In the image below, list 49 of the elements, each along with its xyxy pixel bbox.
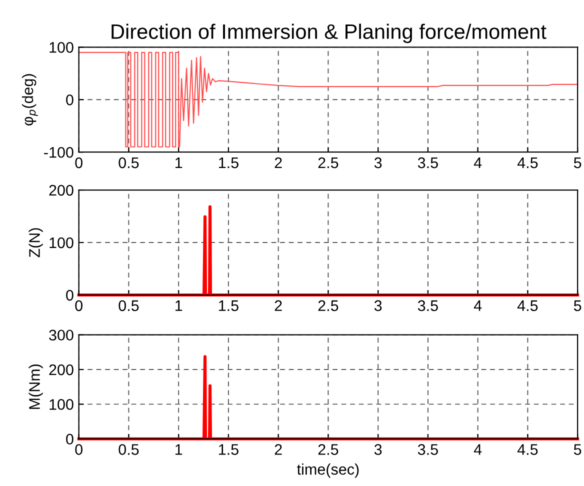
x-tick-label: 0 bbox=[75, 157, 82, 168]
x-tick-label: 3.5 bbox=[418, 444, 438, 455]
x-tick-label: 3.5 bbox=[418, 300, 438, 312]
line-series bbox=[78, 52, 578, 148]
x-tick-label: 4 bbox=[474, 300, 482, 311]
y-tick-label: 300 bbox=[49, 330, 74, 341]
x-tick-label: 0.5 bbox=[118, 157, 139, 168]
x-tick-label: 2.5 bbox=[318, 157, 338, 168]
y-tick-label: 200 bbox=[49, 364, 74, 376]
x-tick-label: 1 bbox=[176, 158, 182, 168]
x-tick-label: 5 bbox=[574, 300, 582, 312]
x-tick-label: 1 bbox=[176, 444, 182, 455]
x-tick-label: 3 bbox=[374, 157, 382, 168]
x-tick-label: 0.5 bbox=[118, 444, 139, 455]
x-tick-label: 2 bbox=[274, 157, 282, 168]
x-tick-label: 5 bbox=[574, 444, 582, 455]
x-tick-label: 0 bbox=[75, 300, 82, 312]
y-tick-label: 0 bbox=[66, 434, 74, 445]
chart-title: Direction of Immersion & Planing force/moment bbox=[112, 24, 546, 44]
x-tick-label: 5 bbox=[574, 158, 582, 168]
y-axis-title: φ$_{p}$(deg) bbox=[22, 74, 38, 126]
x-tick-label: 0 bbox=[75, 444, 82, 455]
y-tick-label: 0 bbox=[66, 290, 74, 301]
x-tick-label: 4.5 bbox=[517, 158, 538, 168]
x-tick-label: 1.5 bbox=[219, 158, 238, 168]
y-tick-label: 0 bbox=[66, 94, 74, 106]
x-tick-label: 2 bbox=[274, 300, 282, 311]
y-tick-label: 100 bbox=[50, 42, 74, 53]
x-tick-label: 2 bbox=[274, 444, 282, 455]
y-axis-title: M(Nm) bbox=[28, 364, 43, 409]
y-tick-label: 200 bbox=[49, 184, 74, 196]
x-tick-label: 0.5 bbox=[118, 300, 139, 312]
y-tick-label: 100 bbox=[50, 399, 74, 410]
x-tick-label: 4.5 bbox=[517, 444, 538, 455]
x-axis-title: time(sec) bbox=[297, 464, 359, 478]
x-tick-label: 1 bbox=[176, 300, 182, 311]
x-tick-label: 4 bbox=[474, 444, 482, 455]
y-axis-title: Z(N) bbox=[28, 228, 43, 258]
x-tick-label: 2.5 bbox=[318, 444, 338, 455]
x-tick-label: 1.5 bbox=[219, 444, 238, 455]
x-tick-label: 4.5 bbox=[517, 300, 538, 312]
y-tick-label: 100 bbox=[50, 237, 74, 248]
x-tick-label: 3 bbox=[374, 300, 382, 312]
x-tick-label: 3.5 bbox=[418, 157, 438, 168]
y-tick-label: -100 bbox=[44, 146, 74, 158]
x-tick-label: 4 bbox=[474, 158, 482, 168]
x-tick-label: 2.5 bbox=[318, 300, 338, 312]
x-tick-label: 3 bbox=[374, 444, 382, 455]
x-tick-label: 1.5 bbox=[219, 300, 238, 312]
